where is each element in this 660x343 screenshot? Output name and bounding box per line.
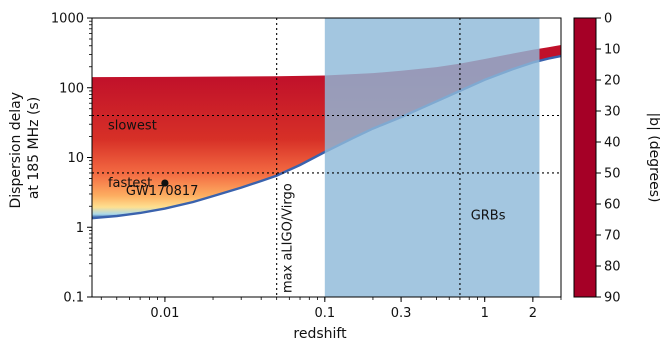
y-tick-label: 1000 — [51, 12, 84, 27]
hline-label-slowest: slowest — [108, 119, 157, 134]
grb-label: GRBs — [471, 208, 506, 223]
y-tick-label: 0.1 — [63, 291, 84, 306]
colorbar-tick-label: 50 — [604, 167, 621, 182]
x-tick-label: 0.3 — [391, 306, 412, 321]
colorbar-tick-label: 70 — [604, 229, 621, 244]
y-tick-label: 1 — [76, 221, 84, 236]
colorbar-tick-label: 90 — [604, 291, 621, 306]
gw170817-point — [161, 179, 169, 187]
plot-area — [92, 18, 561, 297]
colorbar: 0 10 20 30 40 50 60 70 80 90 |b| (degrees) — [573, 12, 660, 306]
hline-label-fastest: fastest — [108, 176, 152, 191]
x-axis-label: redshift — [293, 326, 347, 342]
y-axis-label: Dispersion delay at 185 MHz (s) — [8, 88, 42, 209]
gw170817-label: GW170817 — [126, 184, 199, 199]
y-axis-label-line2: at 185 MHz (s) — [26, 97, 42, 199]
colorbar-gradient — [573, 17, 597, 298]
colorbar-tick-label: 40 — [604, 136, 621, 151]
colorbar-tick-label: 20 — [604, 74, 621, 89]
y-tick-label: 100 — [59, 81, 84, 96]
colorbar-label: |b| (degrees) — [646, 112, 660, 202]
y-tick-label: 10 — [67, 151, 84, 166]
y-axis-label-line1: Dispersion delay — [8, 92, 24, 209]
vline-label-aligo: max aLIGO/Virgo — [281, 183, 296, 293]
colorbar-tick-label: 30 — [604, 105, 621, 120]
colorbar-tick-label: 60 — [604, 198, 621, 213]
colorbar-tick-label: 0 — [604, 12, 612, 27]
x-tick-label: 0.01 — [150, 306, 179, 321]
grb-shaded-region — [324, 18, 540, 297]
x-tick-label: 2 — [529, 306, 537, 321]
colorbar-tick-label: 80 — [604, 260, 621, 275]
x-tick-label: 1 — [481, 306, 489, 321]
colorbar-tick-label: 10 — [604, 43, 621, 58]
x-tick-label: 0.1 — [314, 306, 335, 321]
